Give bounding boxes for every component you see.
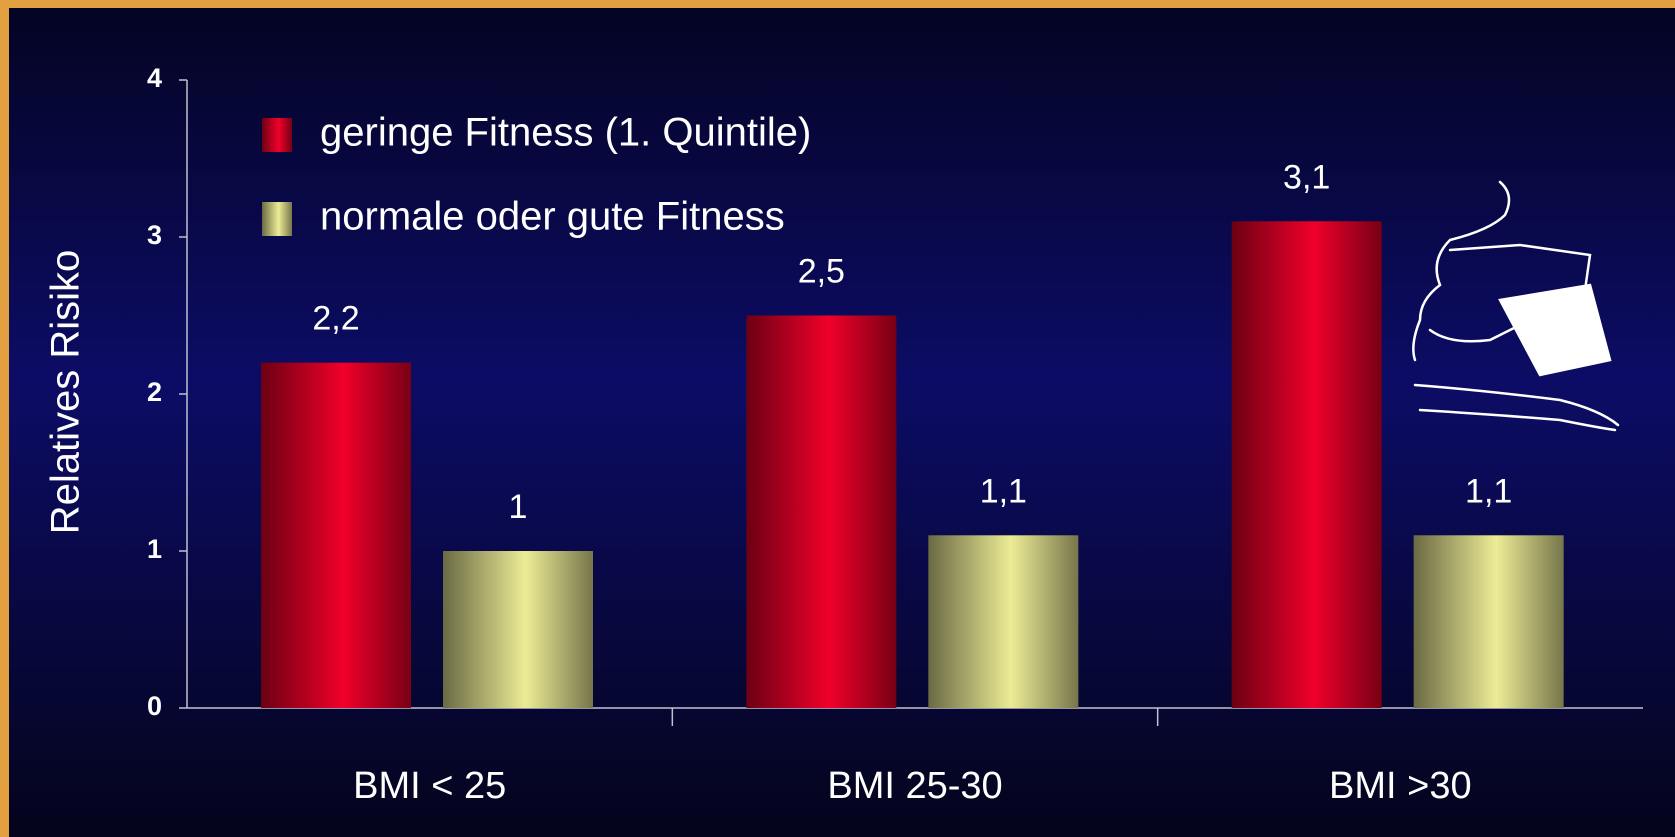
bar bbox=[443, 551, 593, 708]
legend-swatch bbox=[262, 202, 292, 236]
legend-label: normale oder gute Fitness bbox=[320, 195, 785, 239]
y-axis-label: Relatives Risiko bbox=[44, 250, 88, 535]
bar bbox=[261, 362, 411, 708]
legend-swatch bbox=[262, 118, 292, 152]
value-label: 2,2 bbox=[312, 300, 359, 338]
bar bbox=[746, 315, 897, 708]
bar bbox=[1413, 535, 1564, 708]
bar bbox=[928, 535, 1079, 708]
x-tick-label: BMI < 25 bbox=[353, 765, 506, 807]
x-tick-label: BMI 25-30 bbox=[827, 765, 1002, 807]
value-label: 1 bbox=[509, 488, 528, 526]
value-label: 1,1 bbox=[980, 472, 1027, 510]
y-tick-label: 3 bbox=[147, 220, 162, 250]
x-tick-label: BMI >30 bbox=[1329, 765, 1472, 807]
y-tick-label: 2 bbox=[147, 377, 162, 407]
bar bbox=[1231, 221, 1382, 709]
value-label: 2,5 bbox=[798, 252, 845, 290]
value-label: 1,1 bbox=[1465, 472, 1512, 510]
sketch-icon bbox=[1412, 180, 1620, 432]
value-label: 3,1 bbox=[1283, 158, 1330, 196]
y-tick-label: 1 bbox=[147, 534, 162, 564]
y-tick-label: 4 bbox=[147, 63, 162, 93]
y-tick-label: 0 bbox=[147, 691, 162, 721]
legend-label: geringe Fitness (1. Quintile) bbox=[320, 111, 811, 155]
